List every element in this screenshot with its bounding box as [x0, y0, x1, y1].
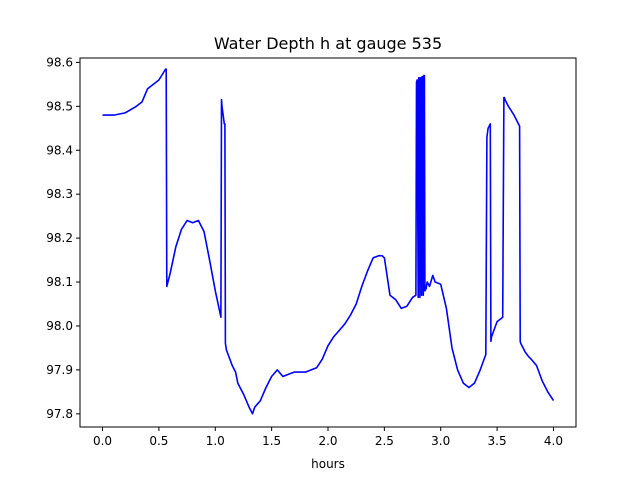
y-tick-label: 98.0: [46, 319, 73, 333]
y-tick-label: 98.4: [46, 143, 73, 157]
y-tick-label: 97.9: [46, 363, 73, 377]
series-line-0: [102, 68, 555, 415]
y-tick-label: 98.3: [46, 187, 73, 201]
x-tick-label: 3.5: [488, 434, 507, 448]
y-axis: 97.8 97.9 98.0 98.1 98.2 98.3 98.4 98.5 98.6: [46, 55, 80, 421]
x-tick-label: 1.0: [206, 434, 225, 448]
x-tick-label: 0.5: [149, 434, 168, 448]
x-tick-label: 3.0: [431, 434, 450, 448]
y-tick-label: 97.8: [46, 407, 73, 421]
x-tick-label: 1.5: [262, 434, 281, 448]
x-tick-label: 0.0: [93, 434, 112, 448]
x-tick-label: 2.0: [318, 434, 337, 448]
x-axis: 0.0 0.5 1.0 1.5 2.0 2.5 3.0 3.5 4.0: [93, 427, 563, 448]
y-tick-label: 98.2: [46, 231, 73, 245]
x-tick-label: 2.5: [375, 434, 394, 448]
x-tick-label: 4.0: [544, 434, 563, 448]
x-axis-label: hours: [311, 457, 345, 471]
y-tick-label: 98.1: [46, 275, 73, 289]
series-layer: [102, 68, 555, 415]
chart-title: Water Depth h at gauge 535: [214, 34, 442, 53]
y-tick-label: 98.5: [46, 99, 73, 113]
y-tick-label: 98.6: [46, 55, 73, 69]
